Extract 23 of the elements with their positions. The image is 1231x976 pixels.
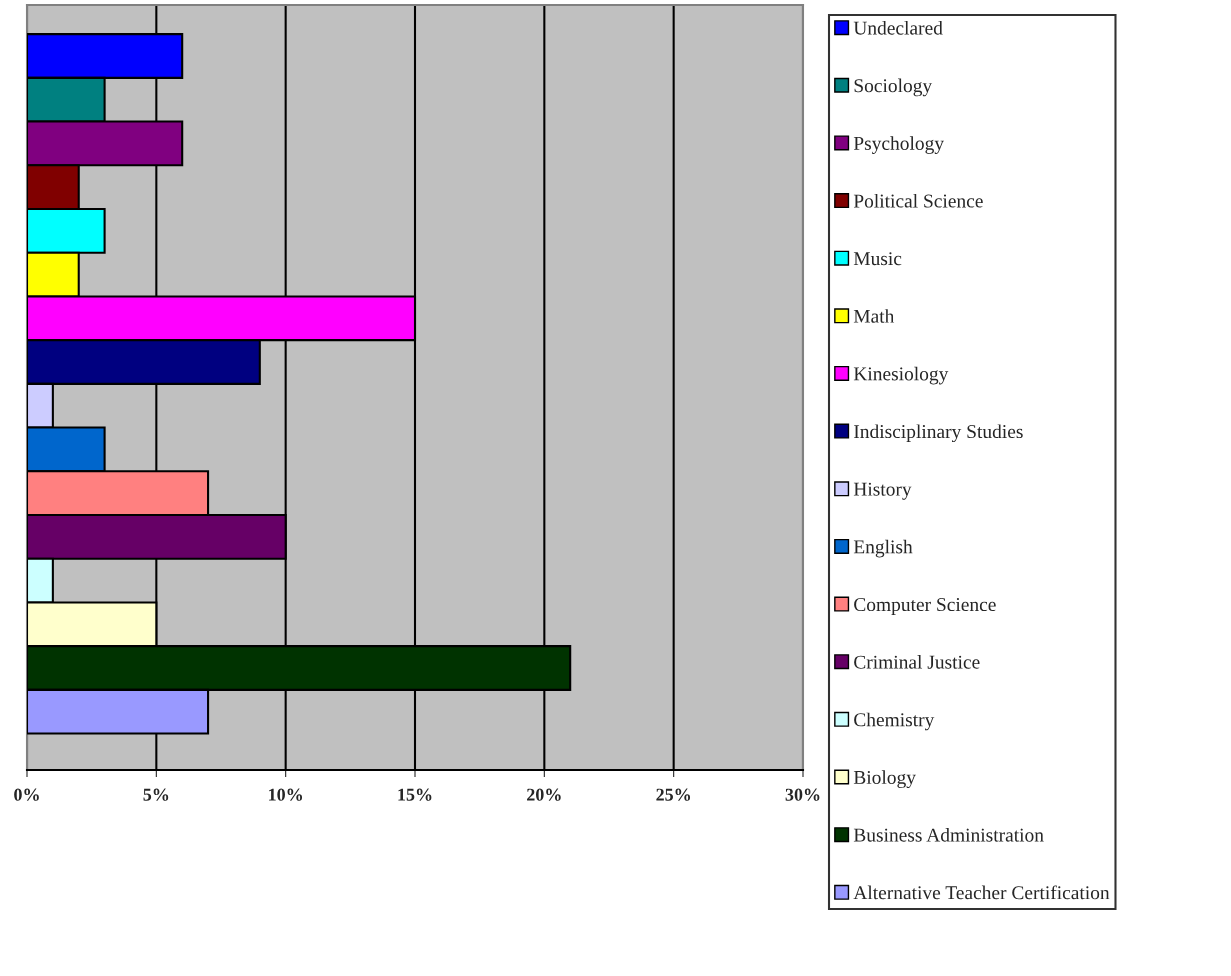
legend-label: Business Administration (853, 827, 1044, 842)
legend-label: Sociology (854, 78, 933, 97)
x-tick-label: 25% (656, 788, 691, 801)
x-tick-label: 10% (269, 788, 303, 801)
legend-label: Music (853, 252, 902, 266)
legend-label: Alternative Teacher Certification (853, 885, 1110, 900)
legend-label: Criminal Justice (854, 655, 980, 669)
legend-label: English (853, 539, 913, 558)
legend-label: Biology (853, 770, 916, 788)
legend-label: Political Science (853, 193, 983, 208)
legend-label: Psychology (853, 136, 944, 154)
x-tick-label: 30% (785, 788, 820, 801)
x-tick-label: 15% (398, 788, 432, 801)
x-tick-label: 0% (14, 788, 39, 801)
legend-label: Kinesiology (853, 366, 949, 385)
legend-label: Indisciplinary Studies (854, 424, 1023, 443)
legend-label: Undeclared (853, 20, 943, 35)
x-tick-label: 20% (527, 788, 561, 801)
legend-label: Computer Science (854, 598, 996, 616)
legend-label: Chemistry (854, 712, 935, 731)
legend-label: Math (853, 309, 895, 323)
x-tick-label: 5% (143, 788, 169, 801)
legend-label: History (853, 482, 912, 500)
